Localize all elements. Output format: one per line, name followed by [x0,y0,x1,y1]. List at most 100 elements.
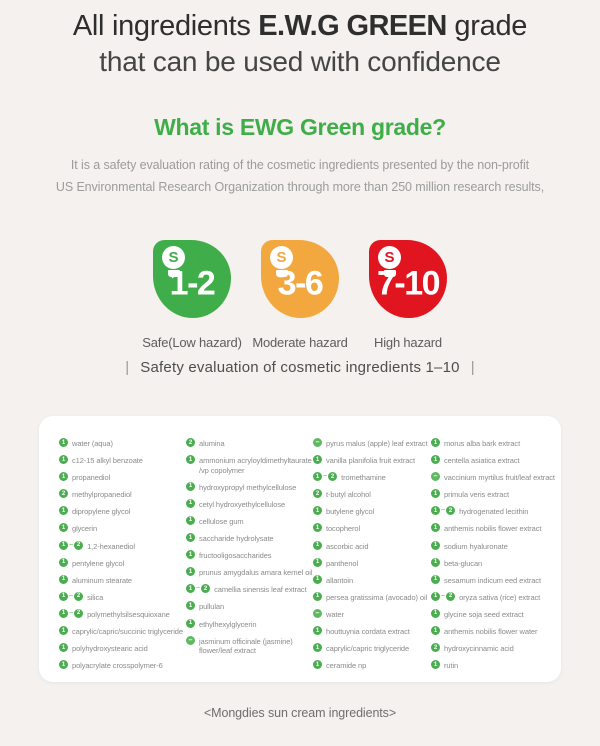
ingredient-name: polyhydroxystearic acid [72,644,148,654]
grade-number-badge: 1 [313,660,322,670]
grade-badge: 1 [59,438,68,447]
grade-number-badge: 1 [431,626,440,636]
scale-caption: | Safety evaluation of cosmetic ingredien… [0,359,600,376]
grade-badge: – [313,608,322,618]
grade-dash-badge: – [186,635,195,645]
ingredient-row: 1 rutin [431,660,561,671]
scale-caption-text: Safety evaluation of cosmetic ingredient… [140,359,460,376]
scale-letter: S [162,246,185,269]
ingredient-row: 1 ~2 hydrogenated lecithin [431,506,561,517]
ingredient-name: caprylic/capric/succinic triglyceride [72,627,183,637]
left-bar: | [125,359,130,376]
grade-number-badge: 1 [186,515,195,525]
ingredient-row: 2 hydroxycinnamic acid [431,643,561,654]
grade-badge: 1 [313,523,322,533]
grade-number-badge: 1 [186,481,195,491]
grade-badge: 1 [431,557,440,567]
ingredient-name: saccharide hydrolysate [199,534,274,544]
grade-badge: 1 [186,481,195,491]
ingredient-name: glycine soja seed extract [444,609,524,619]
grade-number-badge: 1 [186,550,195,560]
grade-range-high: 7-10 [376,264,441,303]
ingredient-name: alumina [199,439,225,448]
grade-badge: 1 ~2 [313,472,338,482]
grade-badge: 1 ~2 [431,591,456,601]
grade-number-badge: 1 [59,660,68,670]
grade-badge: 1 [313,574,322,584]
ingredient-row: – pyrus malus (apple) leaf extract [313,438,431,449]
grade-label-safe: Safe(Low hazard) [142,335,242,350]
grade-badge: 1 [186,515,195,525]
tilde-separator: ~ [441,592,446,600]
ingredient-name: water [326,609,344,619]
ingredient-name: tocopherol [326,524,361,534]
grade-number-badge: 2 [74,591,84,601]
grade-number-badge: 2 [201,584,211,594]
ingredient-row: 1 ~2 tromethamine [313,472,431,483]
ingredient-row: 1 saccharide hydrolysate [186,533,313,544]
grade-number-badge: 1 [59,472,68,482]
grade-number-badge: 1 [431,574,440,584]
grade-badge: 1 [313,660,322,670]
title-emphasis: E.W.G GREEN [258,10,447,42]
grade-badge: 2 [59,489,68,499]
ingredient-row: 1 caprylic/capric triglyceride [313,643,431,654]
grade-number-badge: 1 [313,506,322,516]
grade-badge: 1 [431,523,440,533]
grade-number-badge: 2 [328,472,338,482]
grade-range-safe: 1-2 [169,264,216,303]
ingredient-row: 1 anthemis nobilis flower water [431,626,561,637]
intro-line-1: It is a safety evaluation rating of the … [70,158,530,172]
grade-badge: 1 ~2 [186,584,211,594]
grade-badge: 1 [59,506,68,516]
ingredient-row: 1 polyacrylate crosspolymer-6 [59,660,186,671]
safety-scale-icon: S [162,246,186,277]
ingredient-name: jasminum officinale (jasmine) flower/lea… [199,636,293,656]
intro-line-2: US Environmental Research Organization t… [55,180,545,194]
ingredients-column-1: 1 water (aqua) 1 c12-15 alkyl benzoate 1 prop… [59,438,186,682]
grade-badge: 1 [59,472,68,482]
ingredient-name: morus alba bark extract [444,439,521,448]
grade-number-badge: 1 [59,591,68,601]
ingredient-name: cellulose gum [199,516,244,526]
title-prefix: All ingredients [72,10,259,42]
grade-dash-badge: – [313,438,322,447]
ingredient-row: 1 cellulose gum [186,515,313,527]
ingredient-name: c12-15 alkyl benzoate [72,456,143,466]
ingredient-name: silica [87,592,104,602]
ingredient-name: ascorbic acid [326,541,369,551]
ingredient-row: 1 ~2 oryza sativa (rice) extract [431,591,561,603]
grade-badge: 1 ~2 [59,608,84,618]
grade-number-badge: 1 [59,626,68,636]
ingredient-name: butylene glycol [326,507,375,517]
ingredients-column-3: – pyrus malus (apple) leaf extract 1 vanill… [313,438,431,682]
ingredient-name: vaccinium myrtilus fruit/leaf extract [444,473,555,483]
ingredient-name: hydrogenated lecithin [459,507,529,517]
ingredient-name: polymethylsilsesquioxane [87,609,170,619]
grade-badge: 1 [431,608,440,618]
grade-badge: 1 [59,660,68,670]
safety-scale-icon: S [270,246,294,277]
ingredient-row: 1 houttuynia cordata extract [313,626,431,637]
ingredient-row: 1 propanediol [59,472,186,483]
grade-number-badge: 1 [431,660,440,670]
tilde-separator: ~ [323,473,328,481]
grade-number-badge: 1 [59,523,68,533]
grade-number-badge: 1 [59,506,68,516]
grade-label-high: High hazard [374,335,442,350]
grade-badge: 1 ~2 [59,591,84,601]
grade-badge: 1 [431,660,440,670]
ingredient-name: panthenol [326,558,359,568]
grade-number-badge: 1 [186,567,195,577]
grade-badge: 1 ~2 [59,540,84,550]
ingredient-name: sodium hyaluronate [444,541,508,551]
ingredient-name: tromethamine [341,473,386,483]
ingredient-row: 1 pentylene glycol [59,557,186,569]
ingredient-row: 1 ~2 silica [59,591,186,603]
page-title: All ingredients E.W.G GREEN grade [0,0,600,44]
ingredient-name: prunus amygdalus amara kernel oil [199,568,313,578]
grade-badge: 1 [186,550,195,560]
ingredient-name: cetyl hydroxyethylcellulose [199,499,286,509]
grade-badge: 1 [313,540,322,550]
grade-number-badge: 2 [313,489,322,499]
